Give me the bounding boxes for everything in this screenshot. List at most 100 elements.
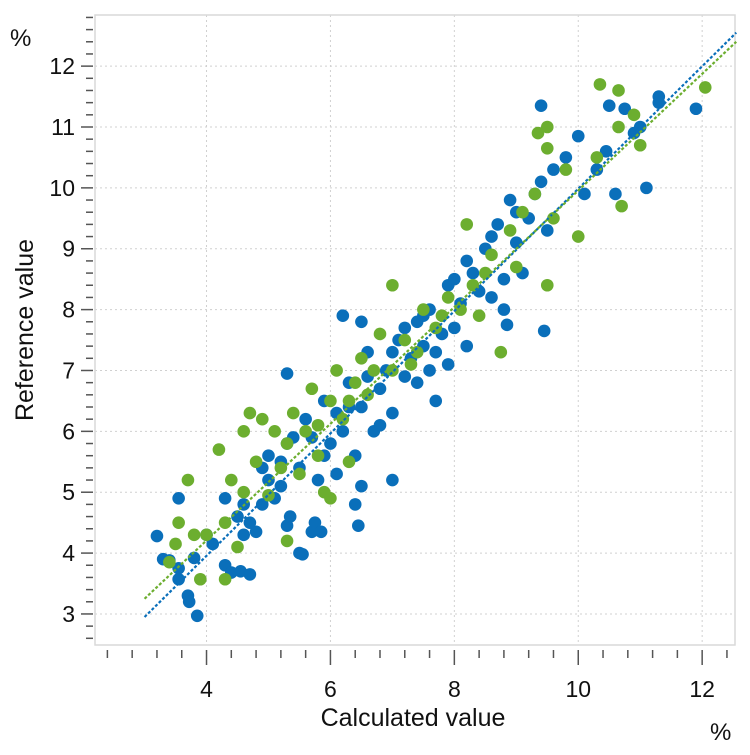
blue-data-point: [231, 510, 244, 523]
green-data-point: [472, 309, 486, 322]
green-fit-line: [143, 40, 737, 600]
green-data-point: [237, 485, 250, 499]
y-tick-label: 11: [51, 114, 75, 140]
blue-data-point: [640, 181, 653, 195]
green-data-point: [571, 230, 585, 243]
green-data-point: [612, 120, 625, 134]
fit-lines: [143, 31, 738, 618]
blue-data-point: [534, 99, 548, 112]
data-points: [150, 78, 712, 623]
y-tick-label: 4: [62, 540, 75, 566]
blue-data-point: [491, 218, 505, 231]
green-data-point: [324, 492, 337, 505]
green-data-point: [540, 142, 554, 155]
green-data-point: [218, 572, 232, 586]
green-data-point: [280, 534, 294, 548]
green-data-point: [503, 224, 517, 237]
blue-data-point: [262, 449, 275, 462]
green-data-point: [262, 488, 275, 502]
y-tick-label: 9: [62, 236, 75, 262]
green-data-point: [181, 473, 195, 487]
green-data-point: [280, 437, 294, 450]
green-data-point: [479, 266, 492, 280]
blue-data-point: [599, 145, 613, 158]
green-data-point: [485, 248, 498, 262]
blue-fit-line: [143, 31, 738, 618]
green-data-point: [305, 382, 319, 396]
green-data-point: [212, 443, 226, 456]
green-data-point: [386, 278, 399, 292]
blue-data-point: [398, 321, 412, 335]
blue-data-point: [509, 236, 523, 249]
blue-data-point: [609, 187, 622, 201]
green-data-point: [531, 126, 545, 140]
blue-data-point: [540, 224, 554, 237]
green-data-point: [231, 540, 244, 554]
blue-data-point: [386, 345, 399, 359]
blue-data-point: [336, 425, 350, 438]
green-data-point: [373, 327, 387, 341]
blue-data-point: [262, 473, 275, 487]
blue-data-point: [355, 400, 368, 414]
blue-data-point: [172, 492, 185, 505]
green-data-point: [528, 187, 542, 201]
green-data-point: [311, 418, 325, 432]
y-tick-label: 6: [62, 418, 75, 444]
green-data-point: [398, 333, 412, 347]
blue-data-point: [243, 516, 257, 529]
green-data-point: [386, 364, 399, 377]
blue-data-point: [652, 96, 666, 109]
blue-data-point: [296, 548, 309, 561]
green-data-point: [612, 84, 625, 97]
green-data-point: [417, 303, 430, 316]
blue-data-point: [274, 479, 288, 493]
green-data-point: [330, 364, 343, 377]
x-tick-label: 10: [565, 676, 591, 702]
green-data-point: [324, 394, 337, 408]
x-unit-label: %: [710, 719, 731, 746]
blue-data-point: [355, 479, 368, 493]
y-tick-label: 8: [62, 297, 75, 323]
blue-data-point: [348, 498, 362, 511]
blue-data-point: [299, 412, 312, 426]
blue-data-point: [150, 529, 164, 543]
green-data-point: [172, 516, 185, 529]
blue-data-point: [485, 230, 498, 243]
green-data-point: [590, 151, 604, 164]
green-data-point: [454, 303, 467, 316]
green-data-point: [361, 388, 374, 402]
green-data-point: [274, 461, 288, 475]
green-data-point: [225, 473, 238, 487]
y-axis-label: Reference value: [11, 239, 39, 421]
blue-data-point: [466, 266, 480, 280]
blue-data-point: [460, 339, 474, 353]
x-tick-label: 12: [689, 676, 715, 702]
y-tick-label: 3: [62, 601, 75, 627]
green-data-point: [593, 78, 607, 91]
blue-data-point: [578, 187, 591, 201]
x-tick-label: 8: [448, 676, 461, 702]
blue-data-point: [429, 394, 443, 408]
green-data-point: [342, 394, 356, 408]
green-data-point: [627, 108, 641, 122]
green-data-point: [342, 455, 356, 469]
grid: [95, 15, 735, 645]
green-data-point: [516, 205, 529, 219]
green-data-point: [249, 455, 263, 469]
green-data-point: [169, 537, 182, 551]
y-unit-label: %: [10, 25, 31, 52]
green-data-point: [509, 260, 523, 274]
blue-data-point: [308, 516, 322, 529]
y-tick-label: 12: [49, 53, 75, 79]
blue-data-point: [386, 406, 399, 420]
green-data-point: [187, 528, 201, 542]
x-tick-label: 6: [324, 676, 337, 702]
blue-data-point: [190, 609, 204, 623]
green-data-point: [237, 425, 250, 438]
blue-data-point: [172, 572, 185, 586]
blue-data-point: [206, 537, 220, 551]
blue-data-point: [602, 99, 616, 112]
green-data-point: [200, 528, 213, 542]
blue-data-point: [429, 345, 443, 359]
blue-data-point: [547, 163, 560, 176]
